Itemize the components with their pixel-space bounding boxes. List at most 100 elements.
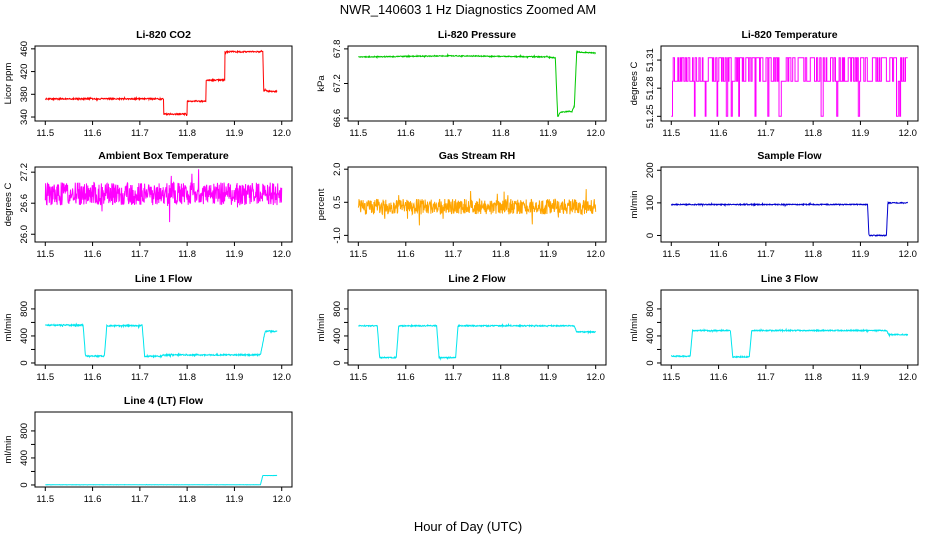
y-axis-label: percent: [316, 188, 327, 220]
x-tick-label: 11.8: [178, 372, 196, 383]
chart-panel-line3: Line 3 Flow ml/min 11.5 11.6 11.7 11.8 11.9 12.…: [629, 273, 919, 383]
y-tick-label: 800: [19, 423, 30, 439]
x-tick-label: 11.5: [349, 249, 367, 260]
x-tick-label: 11.5: [349, 372, 367, 383]
y-tick-label: 800: [645, 301, 656, 317]
x-tick-label: 11.5: [662, 128, 680, 139]
plot-frame: [347, 166, 607, 243]
x-tick-label: 11.7: [131, 494, 149, 505]
y-tick-label: 200: [645, 162, 656, 178]
y-tick-label: 400: [332, 328, 343, 344]
series-line-ambient: [44, 169, 283, 223]
series-line-temp: [671, 57, 908, 117]
x-tick-label: 11.7: [444, 128, 462, 139]
chart-panel-line1: Line 1 Flow ml/min 11.5 11.6 11.7 11.8 11.9 12.…: [3, 273, 293, 383]
panel-title: Line 3 Flow: [761, 273, 819, 285]
y-tick-label: 800: [332, 301, 343, 317]
y-tick-label: 400: [645, 328, 656, 344]
y-axis-label: ml/min: [3, 436, 14, 464]
y-tick-label: 400: [19, 450, 30, 466]
x-tick-label: 11.9: [226, 372, 244, 383]
x-tick-label: 12.0: [586, 128, 605, 139]
y-tick-label: 67.8: [332, 40, 343, 59]
y-axis-label: ml/min: [629, 314, 640, 342]
plot-frame: [660, 289, 919, 366]
y-tick-label: 0: [19, 360, 30, 365]
x-tick-label: 11.6: [84, 372, 102, 383]
x-tick-label: 11.7: [757, 372, 775, 383]
plot-frame: [347, 289, 607, 366]
panel-title: Li-820 Pressure: [438, 29, 516, 41]
x-axis-title: Hour of Day (UTC): [414, 519, 522, 534]
x-tick-label: 11.6: [397, 128, 415, 139]
panel-title: Line 4 (LT) Flow: [124, 395, 204, 407]
x-tick-label: 11.8: [804, 249, 822, 260]
plot-frame: [34, 289, 293, 366]
y-axis-label: degrees C: [3, 182, 14, 226]
chart-panel-ambient: Ambient Box Temperature degrees C 11.5 11.6…: [3, 150, 293, 260]
x-tick-label: 11.7: [757, 128, 775, 139]
plot-frame: [34, 45, 293, 122]
x-tick-label: 12.0: [272, 494, 291, 505]
y-axis-label: kPa: [316, 75, 327, 92]
x-tick-label: 11.6: [84, 494, 102, 505]
x-tick-label: 11.9: [226, 128, 244, 139]
x-tick-label: 11.8: [178, 494, 196, 505]
y-tick-label: 66.6: [332, 109, 343, 128]
series-line-line1: [44, 322, 278, 359]
series-line-co2: [44, 49, 278, 117]
plot-frame: [34, 166, 293, 243]
y-axis-label: degrees C: [629, 61, 640, 105]
chart-panel-rh: Gas Stream RH percent 11.5 11.6 11.7 11.8 11.9…: [316, 150, 607, 260]
y-tick-label: 460: [19, 41, 30, 57]
y-tick-label: 340: [19, 109, 30, 125]
x-tick-label: 11.8: [492, 249, 510, 260]
x-tick-label: 11.5: [349, 128, 367, 139]
x-tick-label: 11.7: [444, 249, 462, 260]
x-tick-label: 11.6: [710, 128, 728, 139]
x-tick-label: 11.5: [662, 372, 680, 383]
panel-title: Li-820 Temperature: [741, 29, 837, 41]
y-tick-label: 800: [19, 301, 30, 317]
series-line-line2: [358, 322, 596, 361]
x-tick-label: 11.9: [539, 249, 557, 260]
y-tick-label: 380: [19, 86, 30, 102]
x-tick-label: 11.5: [662, 249, 680, 260]
y-tick-label: 0: [645, 233, 656, 238]
x-tick-label: 11.9: [539, 372, 557, 383]
y-tick-label: 0: [19, 482, 30, 487]
x-tick-label: 11.6: [710, 249, 728, 260]
x-tick-label: 11.8: [804, 128, 822, 139]
x-tick-label: 11.9: [226, 494, 244, 505]
chart-panel-sample: Sample Flow ml/min 11.5 11.6 11.7 11.8 11.9 12.…: [629, 150, 919, 260]
panel-title: Li-820 CO2: [136, 29, 191, 41]
figure-title: NWR_140603 1 Hz Diagnostics Zoomed AM: [340, 2, 597, 17]
y-axis-label: Licor ppm: [3, 63, 14, 105]
x-tick-label: 11.7: [131, 372, 149, 383]
y-tick-label: 100: [645, 195, 656, 211]
x-tick-label: 11.6: [84, 249, 102, 260]
y-tick-label: 51.28: [645, 76, 656, 100]
x-tick-label: 11.5: [36, 372, 54, 383]
x-tick-label: 12.0: [272, 372, 291, 383]
y-axis-label: ml/min: [3, 314, 14, 342]
plot-frame: [660, 45, 919, 122]
y-tick-label: 2.0: [332, 163, 343, 176]
x-tick-label: 11.8: [178, 249, 196, 260]
x-tick-label: 12.0: [586, 372, 605, 383]
x-tick-label: 12.0: [898, 372, 917, 383]
x-tick-label: 11.5: [36, 128, 54, 139]
x-tick-label: 11.6: [84, 128, 102, 139]
x-tick-label: 11.6: [397, 249, 415, 260]
x-tick-label: 11.9: [852, 128, 870, 139]
x-tick-label: 11.9: [539, 128, 557, 139]
x-tick-label: 11.6: [397, 372, 415, 383]
chart-panel-temp: Li-820 Temperature degrees C 11.5 11.6 11.7 1…: [629, 29, 919, 139]
chart-panel-line2: Line 2 Flow ml/min 11.5 11.6 11.7 11.8 11.9 12.…: [316, 273, 607, 383]
chart-panel-line4: Line 4 (LT) Flow ml/min 11.5 11.6 11.7 11.8 11…: [3, 395, 293, 505]
x-tick-label: 12.0: [898, 249, 917, 260]
plot-frame: [660, 166, 919, 243]
chart-panel-pressure: Li-820 Pressure kPa 11.5 11.6 11.7 11.8 11.9 12…: [316, 29, 607, 139]
x-tick-label: 12.0: [272, 249, 291, 260]
